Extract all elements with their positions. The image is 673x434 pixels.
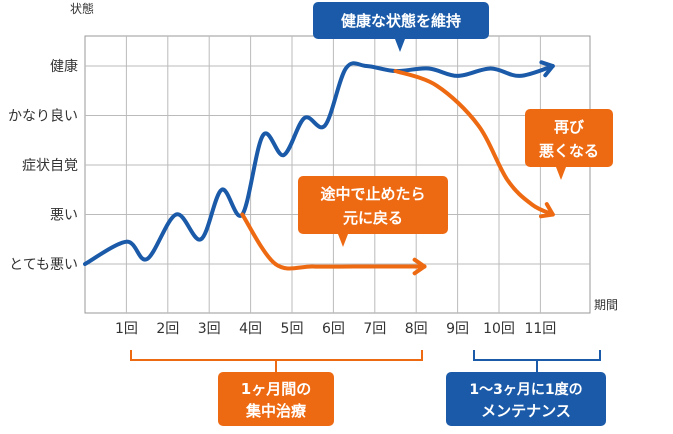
x-tick-label: 3回 — [198, 321, 221, 337]
bracket-maintenance: 1〜3ヶ月に1度の メンテナンス — [446, 350, 606, 426]
x-tick-label: 11回 — [524, 321, 556, 337]
series-arrowhead-main — [539, 60, 555, 78]
y-tick-label: 症状自覚 — [22, 158, 78, 174]
callout-maintain: 健康な状態を維持 — [313, 2, 489, 52]
series-arrowhead-relapse — [539, 202, 555, 219]
x-tick-label: 4回 — [239, 321, 262, 337]
x-axis-title: 期間 — [594, 298, 618, 312]
plot-frame — [84, 35, 591, 314]
y-tick-label: 悪い — [50, 208, 78, 224]
bracket-maintenance-line2: メンテナンス — [481, 402, 571, 420]
series-line-relapse — [393, 69, 555, 217]
bracket-treatment-line — [130, 350, 423, 361]
callout-relapse: 再び 悪くなる — [525, 109, 613, 180]
x-tick-label: 5回 — [281, 321, 304, 337]
callout-relapse-pointer — [556, 167, 566, 180]
series-arrowhead-stop — [412, 257, 427, 276]
callout-maintain-box — [313, 2, 489, 39]
x-tick-label: 9回 — [446, 321, 469, 337]
x-tick-labels: 1回 2回 3回 4回 5回 6回 7回 8回 9回 10回 11回 — [115, 321, 556, 337]
callout-relapse-box — [525, 109, 613, 167]
bracket-treatment: 1ヶ月間の 集中治療 — [130, 350, 423, 426]
callout-relapse-line1: 再び — [554, 118, 584, 136]
bracket-maintenance-box — [446, 372, 606, 426]
callout-stop-line1: 途中で止めたら — [320, 185, 425, 203]
callout-relapse-line2: 悪くなる — [539, 142, 599, 160]
x-tick-label: 1回 — [115, 321, 138, 337]
y-axis-title: 状態 — [70, 1, 94, 16]
bracket-treatment-line2: 集中治療 — [245, 402, 307, 420]
callout-stop-line2: 元に戻る — [343, 209, 403, 227]
series-lines — [83, 60, 555, 276]
callout-stop-pointer — [338, 234, 348, 247]
y-tick-label: かなり良い — [8, 109, 78, 125]
callout-stop: 途中で止めたら 元に戻る — [298, 176, 448, 247]
bracket-maintenance-line1: 1〜3ヶ月に1度の — [469, 381, 582, 398]
callout-stop-box — [298, 176, 448, 234]
callout-maintain-pointer — [395, 39, 405, 52]
grid — [84, 35, 591, 314]
series-line-main — [83, 61, 555, 266]
callout-maintain-text: 健康な状態を維持 — [341, 12, 461, 30]
x-tick-label: 10回 — [483, 321, 515, 337]
x-tick-label: 2回 — [156, 321, 179, 337]
x-tick-label: 6回 — [322, 321, 345, 337]
x-tick-label: 7回 — [363, 321, 386, 337]
bracket-treatment-box — [218, 372, 334, 426]
x-tick-label: 8回 — [405, 321, 428, 337]
y-tick-label: とても悪い — [9, 257, 78, 273]
bracket-maintenance-line — [473, 350, 601, 361]
series-line-stop — [240, 212, 427, 271]
bracket-treatment-line1: 1ヶ月間の — [241, 380, 311, 398]
y-tick-label: 健康 — [50, 58, 78, 75]
